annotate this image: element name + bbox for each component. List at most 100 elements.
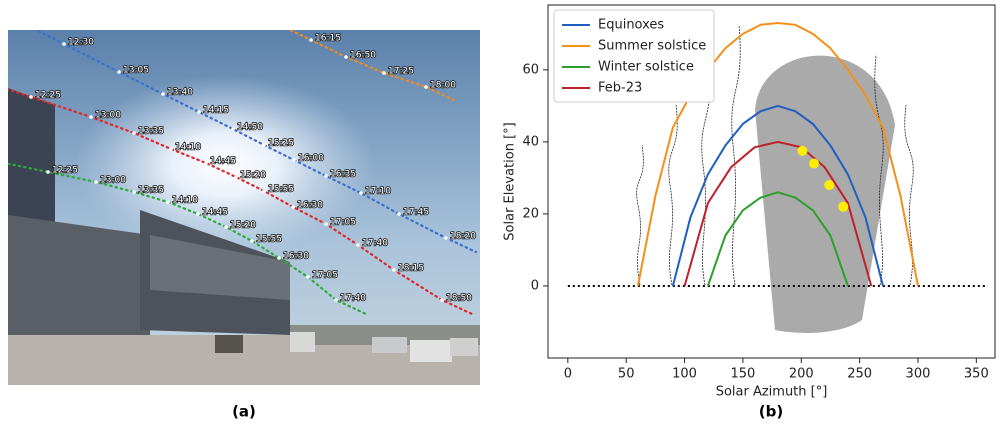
legend-label: Winter solstice [598, 60, 694, 75]
horizon-mask [755, 55, 895, 333]
time-label: 13:00 [100, 176, 126, 186]
x-tick-label: 350 [964, 367, 989, 382]
photo: 16:15 16:50 17:25 18:00 12:30 13:05 13:40 14:15… [8, 30, 480, 385]
time-label: 16:30 [297, 201, 323, 211]
x-tick-label: 0 [564, 367, 572, 382]
time-label: 16:35 [330, 170, 356, 180]
time-dot [204, 161, 208, 165]
time-label: 13:35 [138, 127, 164, 137]
time-label: 13:35 [138, 186, 164, 196]
time-label: 18:15 [398, 264, 424, 274]
time-dot [444, 236, 448, 240]
time-label: 13:05 [123, 66, 149, 76]
x-tick-label: 200 [789, 367, 814, 382]
y-tick-label: 60 [522, 62, 539, 77]
time-label: 17:05 [330, 218, 356, 228]
time-dot [197, 110, 201, 114]
point [797, 145, 808, 156]
time-label: 18:50 [446, 294, 472, 304]
time-dot [231, 127, 235, 131]
legend-box [553, 9, 715, 103]
legend-label: Equinoxes [598, 18, 664, 33]
legend-label: Summer solstice [598, 39, 706, 54]
time-dot [132, 190, 136, 194]
time-dot [196, 212, 200, 216]
y-tick-label: 40 [522, 134, 539, 149]
time-dot [424, 85, 428, 89]
time-dot [440, 298, 444, 302]
time-label: 15:55 [268, 185, 294, 195]
y-tick-label: 20 [522, 206, 539, 221]
time-dot [89, 115, 93, 119]
time-label: 12:30 [68, 38, 94, 48]
x-tick-label: 150 [730, 367, 755, 382]
point [824, 180, 835, 191]
time-dot [344, 55, 348, 59]
time-label: 15:20 [240, 171, 266, 181]
time-label: 16:15 [315, 34, 341, 44]
time-label: 18:20 [450, 232, 476, 242]
time-label: 18:00 [430, 81, 456, 91]
time-dot [94, 180, 98, 184]
y-axis-label: Solar Elevation [°] [503, 122, 518, 240]
time-label: 12:25 [35, 91, 61, 101]
x-tick-label: 100 [672, 367, 697, 382]
time-dot [224, 225, 228, 229]
series-line [706, 191, 849, 287]
time-label: 15:55 [256, 235, 282, 245]
time-dot [277, 256, 281, 260]
time-dot [309, 38, 313, 42]
series-line [671, 104, 884, 287]
panel-label: (a) [232, 403, 256, 421]
time-label: 14:50 [237, 123, 263, 133]
time-label: 14:10 [175, 143, 201, 153]
y-tick-label: 0 [531, 278, 539, 293]
x-axis-label: Solar Azimuth [°] [716, 385, 828, 400]
time-label: 17:25 [388, 67, 414, 77]
time-dot [382, 71, 386, 75]
time-label: 15:25 [268, 139, 294, 149]
legend-label: Feb-23 [598, 81, 642, 96]
time-dot [29, 95, 33, 99]
point [809, 158, 820, 169]
time-dot [356, 243, 360, 247]
time-label: 17:40 [340, 294, 366, 304]
time-dot [132, 131, 136, 135]
time-dot [292, 158, 296, 162]
time-dot [169, 147, 173, 151]
time-dot [234, 175, 238, 179]
time-label: 13:40 [167, 88, 193, 98]
time-dot [262, 189, 266, 193]
time-dot [291, 205, 295, 209]
time-dot [324, 174, 328, 178]
time-dot [46, 170, 50, 174]
x-tick-label: 50 [618, 367, 635, 382]
time-label: 16:00 [298, 154, 324, 164]
time-dot [262, 143, 266, 147]
series-line [683, 140, 873, 287]
time-dot [397, 212, 401, 216]
time-dot [334, 298, 338, 302]
time-label: 14:45 [210, 157, 236, 167]
panel-label: (b) [759, 403, 783, 421]
time-label: 14:10 [172, 196, 198, 206]
time-dot [117, 70, 121, 74]
point [838, 201, 849, 212]
time-label: 17:40 [362, 239, 388, 249]
time-label: 17:10 [365, 187, 391, 197]
time-label: 13:00 [95, 111, 121, 121]
time-label: 17:45 [403, 208, 429, 218]
time-dot [359, 191, 363, 195]
series-line [636, 21, 919, 287]
time-label: 12:25 [52, 166, 78, 176]
time-dot [324, 222, 328, 226]
time-label: 14:45 [202, 208, 228, 218]
time-dot [306, 275, 310, 279]
x-tick-label: 250 [847, 367, 872, 382]
time-dot [392, 268, 396, 272]
time-label: 15:20 [230, 221, 256, 231]
plot-frame [547, 4, 996, 359]
time-dot [250, 239, 254, 243]
x-tick-label: 300 [906, 367, 931, 382]
